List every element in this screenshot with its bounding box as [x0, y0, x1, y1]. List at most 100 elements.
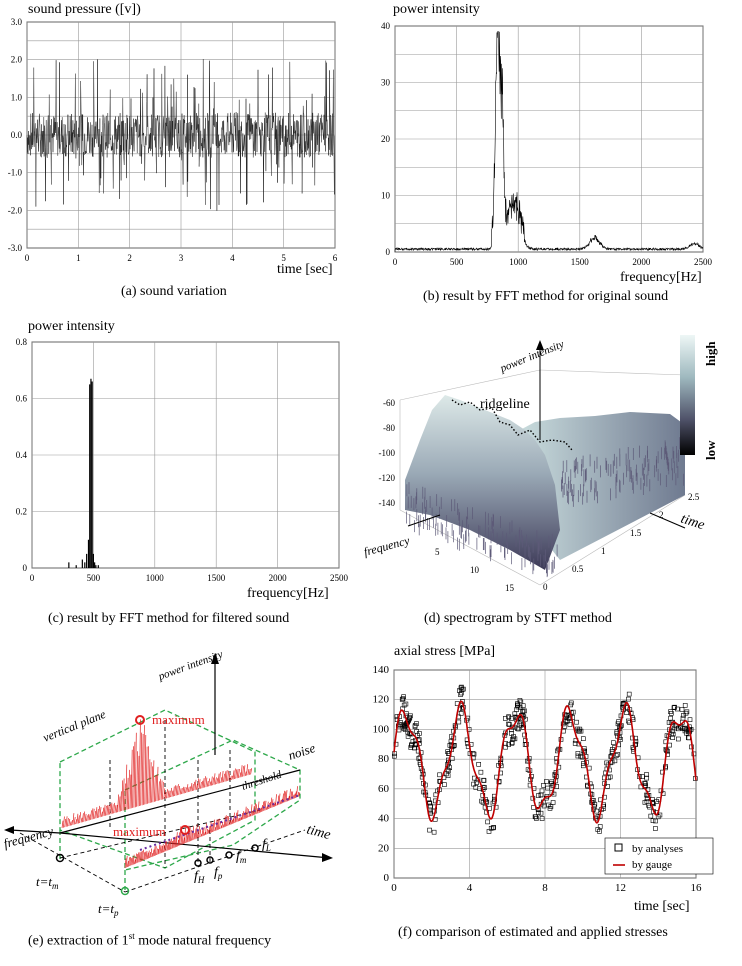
f-analysis-point	[503, 744, 508, 750]
f-analysis-point	[653, 818, 658, 824]
f-analysis-point	[668, 710, 674, 716]
y-tick-label: 100	[373, 723, 390, 735]
f-analysis-point	[403, 701, 409, 707]
a-sound-signal	[26, 58, 335, 211]
x-tick-label: 4	[230, 253, 235, 263]
x-tick-label: 2000	[632, 257, 651, 267]
a-xlabel: time [sec]	[277, 262, 333, 277]
f-analysis-point	[675, 736, 681, 742]
f-analysis-point	[644, 772, 649, 777]
f-analysis-point	[538, 810, 544, 816]
f-analysis-point	[401, 702, 407, 708]
f-analysis-point	[518, 699, 524, 705]
e-tm-point	[55, 853, 65, 863]
f-analysis-point	[409, 743, 414, 748]
f-analysis-point	[626, 691, 632, 697]
x-tick-label: 12	[615, 882, 626, 894]
d-high-label: high	[703, 341, 718, 366]
x-tick-label: 4	[467, 882, 473, 894]
f-analysis-point	[682, 703, 688, 708]
f-analysis-point	[456, 719, 462, 725]
f-analysis-point	[671, 705, 677, 711]
y-tick-label: -1.0	[8, 168, 23, 178]
x-tick-label: 2	[127, 253, 132, 263]
e-threshold-line	[139, 794, 301, 851]
f-caption: (f) comparison of estimated and applied …	[398, 925, 668, 940]
y-tick-label: -2.0	[8, 205, 23, 215]
f-analysis-point	[399, 722, 405, 727]
f-analysis-point	[577, 726, 583, 732]
f-analysis-point	[518, 720, 524, 726]
e-caption: (e) extraction of 1st mode natural frequ…	[28, 931, 272, 949]
f-analysis-point	[412, 742, 418, 747]
d-zlabel: power intensity	[498, 338, 566, 375]
f-analysis-point	[574, 719, 579, 725]
x-tick-label: 2000	[269, 573, 288, 583]
f-analysis-point	[458, 711, 464, 716]
f-analysis-point	[566, 716, 572, 722]
y-tick-label: 0.6	[16, 394, 28, 404]
a-ylabel: sound pressure ([v])	[28, 2, 141, 17]
y-tick-label: 30	[381, 78, 391, 88]
chart-d-spectrogram: ridgeline power intensity time frequency…	[362, 335, 718, 593]
f-analysis-point	[427, 827, 432, 833]
f-analysis-point	[567, 722, 573, 727]
y-tick-label: 20	[381, 134, 391, 144]
f-analysis-point	[458, 685, 464, 691]
f-analysis-point	[569, 700, 574, 706]
e-noise-label: noise	[286, 740, 317, 763]
f-analysis-point	[575, 753, 581, 759]
d-f-tick-label: 10	[470, 565, 480, 575]
f-legend-square-icon	[614, 843, 623, 852]
diagram-e: maximum maximum power intensity vertical…	[2, 650, 333, 918]
y-tick-label: 120	[373, 694, 390, 706]
f-analysis-point	[506, 714, 511, 720]
x-tick-label: 1500	[207, 573, 226, 583]
d-ridgeline	[451, 399, 573, 451]
d-t-tick-label: 0	[543, 582, 548, 592]
f-analysis-point	[650, 818, 656, 823]
f-xlabel: time [sec]	[634, 899, 690, 914]
e-frequency-label: frequency	[2, 823, 55, 851]
y-tick-label: 2.0	[11, 55, 23, 65]
f-analysis-point	[655, 814, 661, 820]
f-analysis-point	[481, 778, 487, 783]
d-t-tick-label: 1.5	[630, 528, 642, 538]
f-analysis-point	[476, 762, 481, 767]
f-analysis-point	[539, 816, 545, 821]
d-surface-back	[520, 412, 685, 560]
e-fL-point	[251, 844, 259, 852]
f-analysis-point	[594, 808, 599, 814]
d-z-tick-label: -60	[383, 398, 395, 408]
f-analysis-point	[412, 724, 418, 729]
d-colorbar	[680, 335, 695, 455]
f-analysis-point	[581, 763, 586, 769]
f-analysis-point	[506, 721, 511, 727]
f-analysis-point	[511, 736, 516, 742]
f-analysis-point	[683, 710, 689, 716]
d-ridgeline-label: ridgeline	[480, 397, 530, 412]
b-ylabel: power intensity	[393, 2, 480, 17]
e-power-label: power intensity	[156, 650, 225, 683]
f-analysis-point	[624, 710, 629, 716]
y-tick-label: 0.0	[11, 130, 23, 140]
f-analysis-point	[578, 754, 583, 759]
f-analysis-point	[491, 825, 496, 830]
d-t-tick-label: 2.5	[688, 492, 700, 502]
b-caption: (b) result by FFT method for original so…	[423, 289, 669, 304]
x-tick-label: 500	[450, 257, 464, 267]
d-surface-front	[405, 395, 560, 570]
e-fp-label: fp	[214, 865, 223, 881]
y-tick-label: 3.0	[11, 18, 23, 27]
f-analysis-point	[459, 690, 464, 696]
x-tick-label: 0	[393, 257, 398, 267]
f-analysis-point	[442, 782, 447, 787]
x-tick-label: 0	[30, 573, 35, 583]
f-analysis-point	[575, 726, 580, 732]
d-z-tick-label: -120	[379, 473, 396, 483]
f-analysis-point	[611, 740, 616, 745]
f-analysis-point	[510, 737, 515, 742]
e-fH-point	[194, 859, 202, 867]
b-fft-spectrum	[394, 31, 704, 252]
chart-f: 140 120 100 80 60 40 20 00 4 8 12 16 by analyses by…	[373, 664, 714, 894]
